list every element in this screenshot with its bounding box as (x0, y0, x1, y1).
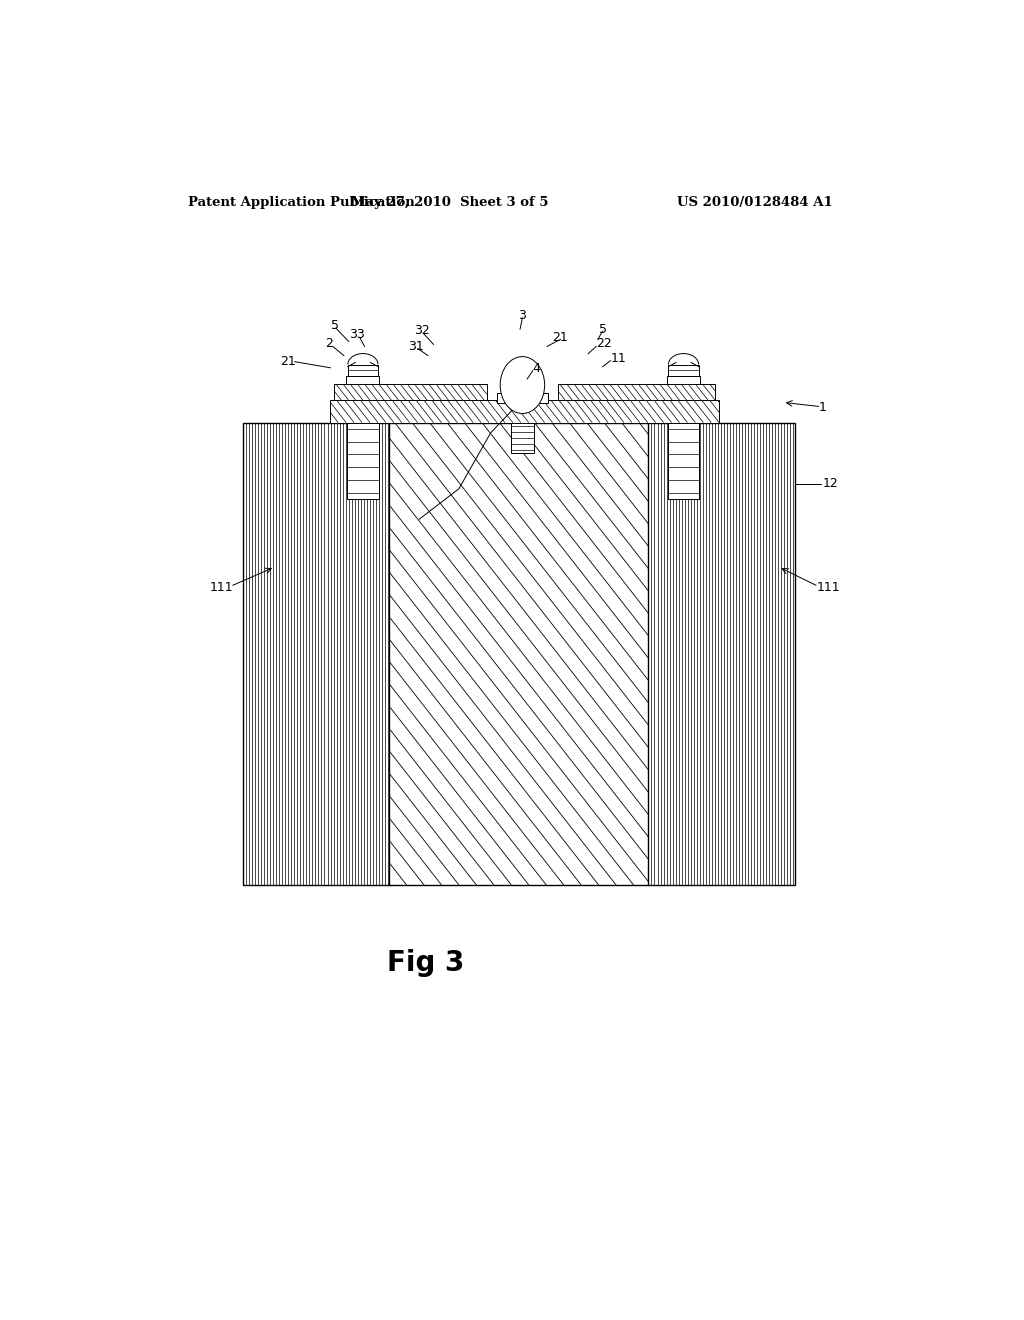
Text: 5: 5 (331, 318, 339, 331)
Text: May 27, 2010  Sheet 3 of 5: May 27, 2010 Sheet 3 of 5 (350, 195, 548, 209)
Bar (511, 422, 535, 453)
Text: Fig 3: Fig 3 (387, 949, 464, 977)
Bar (668, 422, 699, 499)
Bar (243, 422, 795, 886)
Bar (346, 376, 380, 384)
Bar (514, 385, 530, 393)
Text: 3: 3 (518, 309, 526, 322)
Text: 5: 5 (599, 322, 606, 335)
Bar (669, 364, 698, 376)
Text: US 2010/0128484 A1: US 2010/0128484 A1 (677, 195, 833, 209)
Text: 31: 31 (409, 341, 424, 352)
Circle shape (500, 356, 545, 413)
Text: 1: 1 (818, 401, 826, 414)
Text: 4: 4 (532, 362, 541, 375)
Bar (347, 422, 379, 499)
Bar (558, 384, 715, 400)
Text: 12: 12 (822, 477, 839, 490)
Text: 32: 32 (414, 323, 429, 337)
Bar (348, 364, 378, 376)
Text: Patent Application Publication: Patent Application Publication (187, 195, 415, 209)
Bar (667, 376, 700, 384)
Text: 21: 21 (552, 331, 567, 343)
Bar (331, 400, 719, 422)
Bar (334, 384, 486, 400)
Text: 11: 11 (610, 352, 627, 366)
Text: 2: 2 (325, 337, 333, 350)
Bar (497, 393, 548, 404)
Text: 111: 111 (210, 581, 233, 594)
Text: 33: 33 (348, 327, 365, 341)
Text: 21: 21 (281, 355, 296, 368)
Text: 22: 22 (596, 337, 612, 350)
Text: 111: 111 (817, 581, 841, 594)
